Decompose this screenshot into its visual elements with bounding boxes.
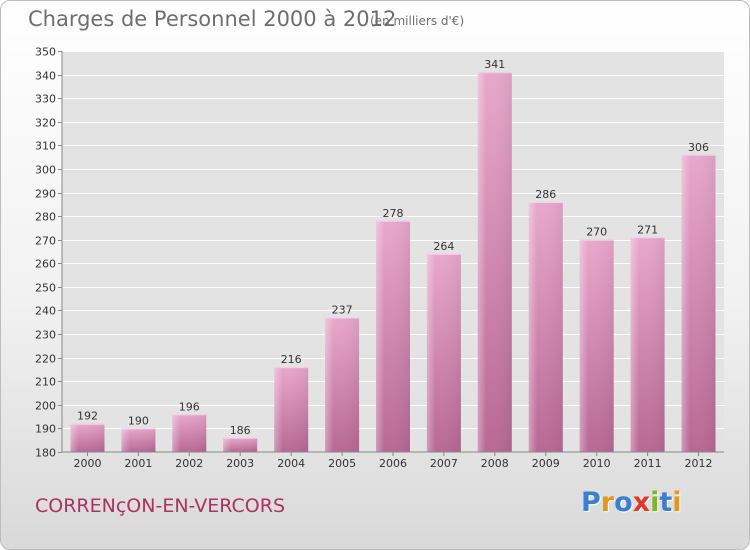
bar-highlight [477, 72, 512, 452]
proxiti-logo: Proxiti [581, 487, 682, 518]
y-tick-label: 340 [35, 70, 56, 83]
x-tick-label: 2012 [685, 457, 713, 470]
logo-letter: P [581, 487, 601, 518]
y-tick-label: 250 [35, 282, 56, 295]
bar-highlight [681, 154, 716, 453]
y-tick-label: 200 [35, 400, 56, 413]
logo-letter: i [650, 487, 660, 518]
y-tick-label: 270 [35, 235, 56, 248]
logo-letter: t [659, 487, 673, 518]
x-axis-ticks: 2000 2001 2002 2003 2004 2005 2006 2007 2008 2009… [74, 452, 713, 470]
bar-highlight [630, 237, 665, 452]
bar-highlight [528, 202, 563, 452]
y-tick-label: 190 [35, 423, 56, 436]
value-label: 286 [535, 188, 556, 201]
value-label: 264 [433, 240, 454, 253]
bar-highlight [70, 423, 105, 452]
y-tick-label: 320 [35, 117, 56, 130]
y-tick-label: 180 [35, 447, 56, 460]
value-label: 270 [586, 226, 607, 239]
bar-highlight [426, 253, 461, 452]
value-label: 216 [281, 353, 302, 366]
logo-letter: i [672, 487, 682, 518]
logo-letter: o [614, 487, 633, 518]
y-tick-label: 210 [35, 376, 56, 389]
value-label: 237 [332, 304, 353, 317]
value-label: 341 [484, 58, 505, 71]
town-name: CORRENçON-EN-VERCORS [35, 495, 286, 517]
value-label: 190 [128, 414, 149, 427]
y-tick-label: 300 [35, 164, 56, 177]
x-tick-label: 2003 [226, 457, 254, 470]
bar-highlight [376, 220, 410, 452]
y-tick-label: 290 [35, 188, 56, 201]
y-tick-label: 310 [35, 140, 56, 153]
bar-highlight [325, 317, 360, 452]
bar-highlight [223, 437, 258, 452]
x-tick-label: 2004 [277, 457, 305, 470]
x-tick-label: 2009 [532, 457, 560, 470]
bar-highlight [121, 428, 156, 452]
bar-highlight [172, 414, 207, 452]
x-tick-label: 2008 [481, 457, 509, 470]
x-tick-label: 2002 [175, 457, 203, 470]
y-tick-label: 350 [35, 46, 56, 59]
y-tick-label: 260 [35, 258, 56, 271]
bar-highlight [274, 367, 309, 452]
chart-subtitle: (en milliers d'€) [370, 14, 465, 28]
x-tick-label: 2011 [634, 457, 662, 470]
bars: 192 190 196 186 216 237 278 264 341 286 270 271 306 [70, 58, 716, 453]
value-label: 306 [688, 141, 709, 154]
y-tick-label: 240 [35, 305, 56, 318]
x-tick-label: 2010 [583, 457, 611, 470]
x-tick-label: 2001 [124, 457, 152, 470]
y-tick-label: 230 [35, 329, 56, 342]
logo-letter: r [600, 487, 615, 518]
x-tick-label: 2006 [379, 457, 407, 470]
logo-letter: x [632, 487, 651, 518]
value-label: 271 [637, 223, 658, 236]
value-label: 278 [383, 207, 404, 220]
bar-highlight [579, 239, 614, 452]
y-tick-label: 330 [35, 93, 56, 106]
value-label: 186 [230, 424, 251, 437]
x-tick-label: 2000 [74, 457, 102, 470]
x-tick-label: 2007 [430, 457, 458, 470]
x-tick-label: 2005 [328, 457, 356, 470]
value-label: 192 [77, 410, 98, 423]
chart-title: Charges de Personnel 2000 à 2012 [28, 7, 397, 31]
y-axis-ticks: 180 190 200 210 220 230 240 250 260 270 280 290 300 3… [35, 46, 62, 460]
value-label: 196 [179, 400, 200, 413]
y-tick-label: 280 [35, 211, 56, 224]
y-tick-label: 220 [35, 353, 56, 366]
